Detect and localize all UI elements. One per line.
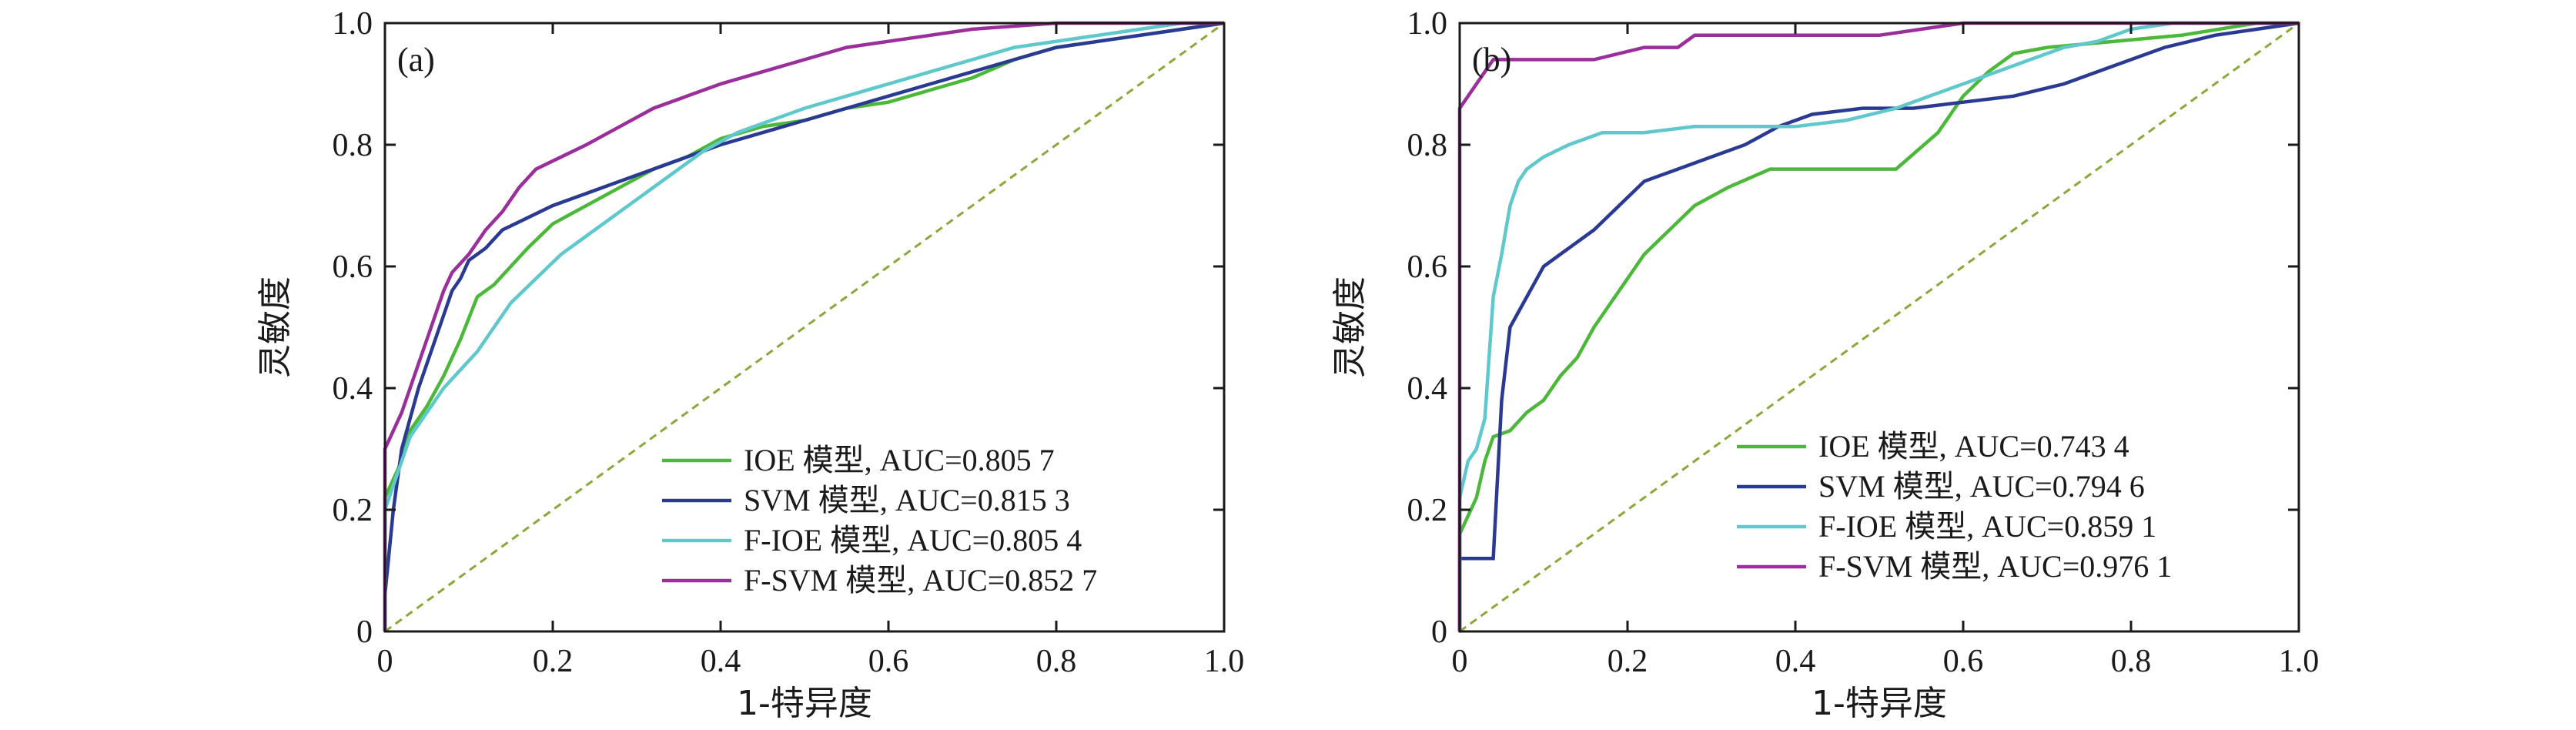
y-tick-label: 0 bbox=[1431, 614, 1447, 650]
legend-entry-label: F-SVM 模型, AUC=0.976 1 bbox=[1818, 549, 2172, 584]
x-tick-label: 0.6 bbox=[1943, 644, 1984, 679]
y-tick-label: 0.8 bbox=[1407, 128, 1448, 163]
roc-curve-ioe bbox=[1457, 21, 2299, 631]
x-tick-label: 0.8 bbox=[1036, 644, 1077, 679]
diagonal-reference-line bbox=[384, 22, 1225, 633]
x-tick-label: 0.2 bbox=[1607, 644, 1648, 679]
chart-panel-b: 0 0.2 0.4 0.6 0.8 1.0 0 0.2 0.4 0.6 0.8 1.0 1-特异度 灵敏度… bbox=[1330, 6, 2319, 723]
diagonal-reference-line bbox=[1459, 22, 2300, 633]
y-tick-label: 1.0 bbox=[1407, 6, 1448, 42]
y-tick-label: 0.6 bbox=[333, 249, 373, 285]
roc-curve-f-ioe bbox=[383, 21, 1224, 631]
plot-frame bbox=[383, 22, 1226, 633]
y-tick-label: 0.6 bbox=[1407, 249, 1448, 285]
roc-curve-svm bbox=[383, 21, 1225, 631]
legend-entry-label: F-IOE 模型, AUC=0.805 4 bbox=[744, 523, 1082, 558]
panel-label: (b) bbox=[1472, 41, 1511, 79]
y-axis-label: 灵敏度 bbox=[256, 276, 295, 378]
legend-entry-label: SVM 模型, AUC=0.815 3 bbox=[744, 483, 1070, 517]
legend: IOE 模型, AUC=0.743 4 SVM 模型, AUC=0.794 6 F-… bbox=[1737, 429, 2172, 584]
chart-panel-a: 0 0.2 0.4 0.6 0.8 1.0 0 0.2 0.4 0.6 0.8 1.0 1-特异度 灵敏度… bbox=[256, 6, 1244, 723]
x-axis-label: 1-特异度 bbox=[737, 684, 872, 723]
x-tick-label: 1.0 bbox=[1204, 644, 1245, 679]
legend-entry-label: F-IOE 模型, AUC=0.859 1 bbox=[1818, 509, 2156, 544]
x-tick-label: 0.8 bbox=[2111, 644, 2152, 679]
x-tick-label: 0 bbox=[1452, 644, 1468, 679]
y-tick-label: 0.2 bbox=[333, 493, 373, 528]
y-tick-label: 0.4 bbox=[1407, 371, 1448, 407]
x-tick-label: 0 bbox=[377, 644, 393, 679]
x-axis-label: 1-特异度 bbox=[1812, 684, 1947, 723]
roc-curve-f-ioe bbox=[1457, 21, 2299, 631]
roc-curve-svm bbox=[1457, 21, 2300, 631]
x-tick-label: 0.6 bbox=[868, 644, 909, 679]
x-tick-label: 0.4 bbox=[1775, 644, 1816, 679]
legend-entry-label: IOE 模型, AUC=0.743 4 bbox=[1818, 429, 2129, 464]
x-tick-label: 1.0 bbox=[2279, 644, 2320, 679]
y-tick-label: 0.4 bbox=[333, 371, 373, 407]
roc-curve-f-svm bbox=[1457, 21, 2299, 631]
panel-label: (a) bbox=[397, 41, 435, 79]
legend-entry-label: IOE 模型, AUC=0.805 7 bbox=[744, 443, 1055, 477]
legend-entry-label: F-SVM 模型, AUC=0.852 7 bbox=[744, 563, 1097, 598]
y-axis-label: 灵敏度 bbox=[1330, 276, 1370, 378]
y-tick-label: 0 bbox=[356, 614, 373, 650]
y-tick-label: 1.0 bbox=[333, 6, 373, 42]
legend-entry-label: SVM 模型, AUC=0.794 6 bbox=[1818, 469, 2145, 504]
y-tick-label: 0.8 bbox=[333, 128, 373, 163]
x-tick-label: 0.2 bbox=[533, 644, 574, 679]
y-tick-label: 0.2 bbox=[1407, 493, 1448, 528]
x-tick-label: 0.4 bbox=[701, 644, 741, 679]
roc-curve-f-svm bbox=[383, 21, 1224, 631]
plot-frame bbox=[1458, 22, 2300, 633]
legend: IOE 模型, AUC=0.805 7 SVM 模型, AUC=0.815 3 F-… bbox=[662, 443, 1097, 598]
